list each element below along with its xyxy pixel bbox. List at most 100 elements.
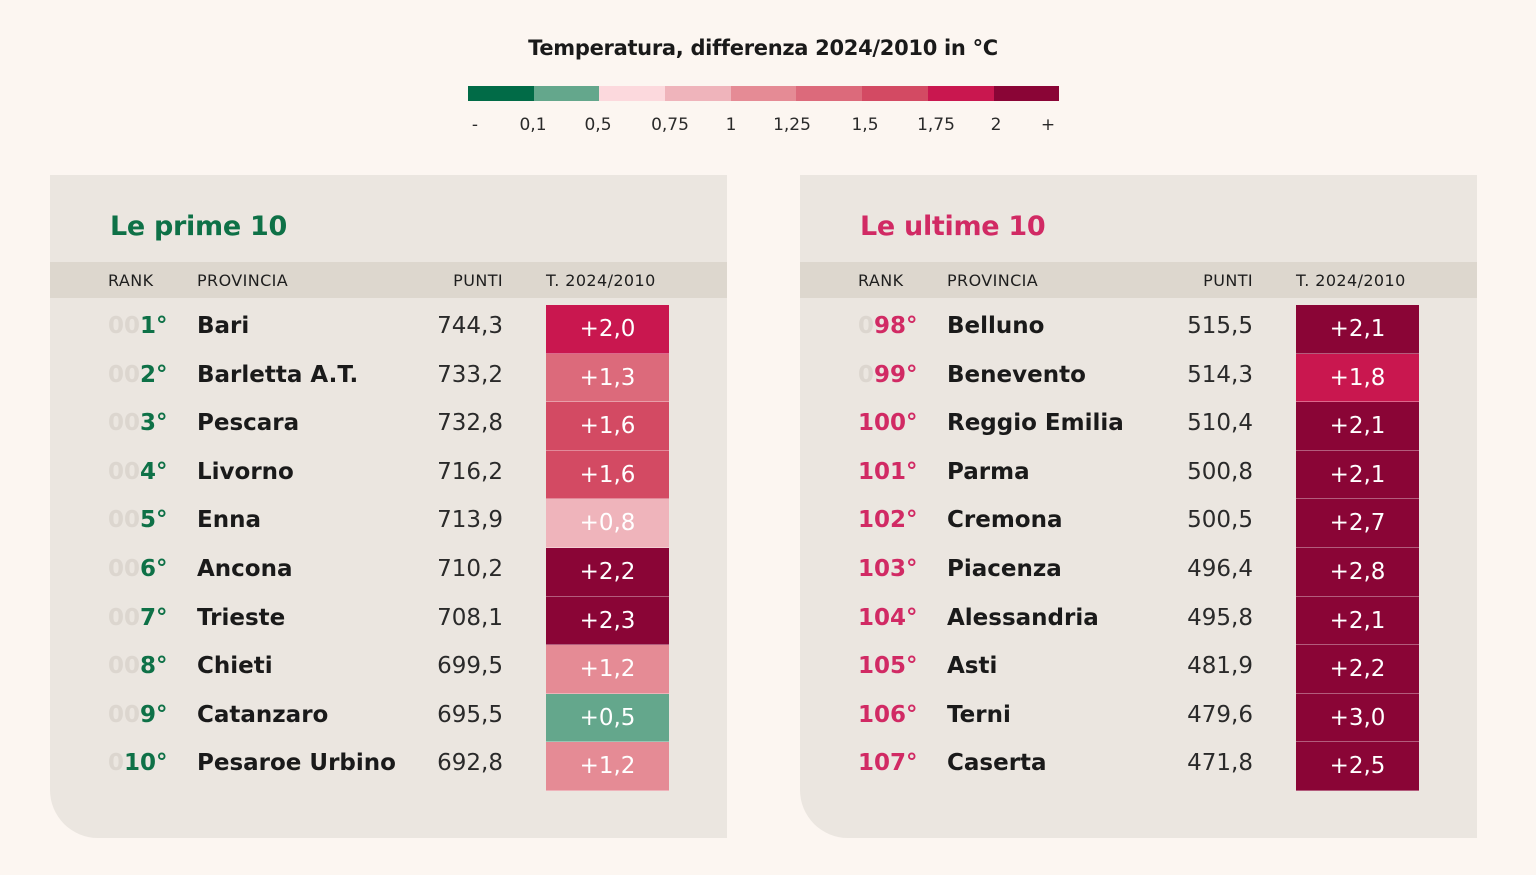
table-row: 007° Trieste 708,1 +2,3 bbox=[50, 596, 727, 646]
color-scale-tick-label: - bbox=[471, 115, 479, 135]
punti-cell: 495,8 bbox=[1187, 604, 1253, 631]
rank-value: 3° bbox=[140, 410, 168, 437]
rank-padding: 00 bbox=[108, 507, 141, 534]
provincia-cell: Caserta bbox=[947, 750, 1047, 777]
rank-cell: 100° bbox=[858, 410, 918, 436]
color-scale-swatch bbox=[468, 86, 534, 101]
punti-cell: 510,4 bbox=[1187, 410, 1253, 437]
rank-cell: 103° bbox=[858, 556, 918, 582]
rank-value: 104° bbox=[858, 604, 918, 631]
table-header bbox=[50, 262, 727, 298]
rank-cell: 004° bbox=[108, 459, 168, 485]
temperature-cell: +1,6 bbox=[546, 450, 669, 500]
table-row: 105° Asti 481,9 +2,2 bbox=[800, 645, 1477, 694]
table-row: 100° Reggio Emilia 510,4 +2,1 bbox=[800, 402, 1477, 451]
temperature-cell: +1,3 bbox=[546, 353, 669, 403]
provincia-cell: Trieste bbox=[197, 604, 286, 631]
punti-cell: 479,6 bbox=[1187, 701, 1253, 728]
panel-title: Le prime 10 bbox=[110, 211, 287, 242]
provincia-cell: Chieti bbox=[197, 653, 273, 680]
punti-cell: 699,5 bbox=[437, 653, 503, 680]
rank-cell: 005° bbox=[108, 507, 168, 533]
rank-value: 4° bbox=[140, 458, 168, 485]
provincia-cell: Alessandria bbox=[947, 604, 1099, 631]
rank-padding: 0 bbox=[858, 313, 875, 339]
table-row: 001° Bari 744,3 +2,0 bbox=[50, 305, 727, 354]
legend-title: Temperatura, differenza 2024/2010 in °C bbox=[528, 36, 998, 60]
rank-value: 9° bbox=[140, 701, 168, 728]
table-row: 004° Livorno 716,2 +1,6 bbox=[50, 450, 727, 500]
temperature-cell: +2,7 bbox=[1296, 499, 1419, 548]
rank-value: 102° bbox=[858, 507, 918, 534]
punti-cell: 515,5 bbox=[1187, 313, 1253, 339]
color-scale-tick-label: 0,1 bbox=[519, 115, 547, 135]
table-row: 101° Parma 500,8 +2,1 bbox=[800, 450, 1477, 500]
punti-cell: 732,8 bbox=[437, 410, 503, 437]
punti-cell: 708,1 bbox=[437, 604, 503, 631]
provincia-cell: Belluno bbox=[947, 313, 1045, 339]
color-scale-tick-label: 1 bbox=[725, 115, 737, 135]
temperature-cell: +3,0 bbox=[1296, 693, 1419, 743]
rank-padding: 00 bbox=[108, 604, 141, 631]
rank-value: 105° bbox=[858, 653, 918, 680]
provincia-cell: Barletta A.T. bbox=[197, 361, 359, 388]
table-panel-top: Le prime 10 RANK PROVINCIA PUNTI T. 2024… bbox=[50, 175, 727, 838]
table-row: 003° Pescara 732,8 +1,6 bbox=[50, 402, 727, 451]
punti-cell: 744,3 bbox=[437, 313, 503, 339]
color-scale-bar bbox=[468, 86, 1060, 101]
rank-padding: 00 bbox=[108, 701, 141, 728]
rank-padding: 0 bbox=[108, 750, 125, 777]
rank-value: 106° bbox=[858, 701, 918, 728]
rank-value: 6° bbox=[140, 556, 168, 582]
temperature-cell: +2,2 bbox=[546, 548, 669, 597]
provincia-cell: Catanzaro bbox=[197, 701, 329, 728]
table-row: 010° Pesaroe Urbino 692,8 +1,2 bbox=[50, 742, 727, 791]
temperature-cell: +2,2 bbox=[1296, 645, 1419, 694]
temperature-cell: +2,1 bbox=[1296, 402, 1419, 451]
table-row: 098° Belluno 515,5 +2,1 bbox=[800, 305, 1477, 354]
column-header-punti: PUNTI bbox=[1203, 271, 1253, 290]
table-panel-bottom: Le ultime 10 RANK PROVINCIA PUNTI T. 202… bbox=[800, 175, 1477, 838]
temperature-cell: +1,2 bbox=[546, 742, 669, 791]
rank-value: 101° bbox=[858, 458, 918, 485]
color-scale-swatch bbox=[993, 86, 1060, 101]
table-row: 103° Piacenza 496,4 +2,8 bbox=[800, 548, 1477, 597]
rank-value: 1° bbox=[140, 313, 168, 339]
rank-cell: 003° bbox=[108, 410, 168, 436]
temperature-cell: +2,1 bbox=[1296, 596, 1419, 646]
punti-cell: 496,4 bbox=[1187, 556, 1253, 582]
provincia-cell: Enna bbox=[197, 507, 261, 534]
panel-title: Le ultime 10 bbox=[860, 211, 1046, 242]
provincia-cell: Parma bbox=[947, 458, 1030, 485]
column-header-temp: T. 2024/2010 bbox=[546, 271, 656, 290]
rank-cell: 105° bbox=[858, 653, 918, 679]
rank-value: 2° bbox=[140, 361, 168, 388]
rank-cell: 010° bbox=[108, 750, 168, 776]
table-row: 104° Alessandria 495,8 +2,1 bbox=[800, 596, 1477, 646]
punti-cell: 716,2 bbox=[437, 458, 503, 485]
table-row: 002° Barletta A.T. 733,2 +1,3 bbox=[50, 353, 727, 403]
punti-cell: 514,3 bbox=[1187, 361, 1253, 388]
rank-value: 99° bbox=[874, 361, 918, 388]
temperature-cell: +0,5 bbox=[546, 693, 669, 743]
table-row: 009° Catanzaro 695,5 +0,5 bbox=[50, 693, 727, 743]
provincia-cell: Piacenza bbox=[947, 556, 1062, 582]
temperature-cell: +0,8 bbox=[546, 499, 669, 548]
table-row: 106° Terni 479,6 +3,0 bbox=[800, 693, 1477, 743]
color-scale-swatch bbox=[927, 86, 994, 101]
rank-value: 8° bbox=[140, 653, 168, 680]
rank-cell: 106° bbox=[858, 702, 918, 728]
rank-value: 100° bbox=[858, 410, 918, 437]
table-row: 099° Benevento 514,3 +1,8 bbox=[800, 353, 1477, 403]
rank-padding: 00 bbox=[108, 410, 141, 437]
punti-cell: 481,9 bbox=[1187, 653, 1253, 680]
punti-cell: 692,8 bbox=[437, 750, 503, 777]
temperature-cell: +2,3 bbox=[546, 596, 669, 646]
column-header-provincia: PROVINCIA bbox=[197, 271, 289, 290]
rank-cell: 102° bbox=[858, 507, 918, 533]
rank-cell: 098° bbox=[858, 313, 918, 339]
table-row: 006° Ancona 710,2 +2,2 bbox=[50, 548, 727, 597]
rank-padding: 00 bbox=[108, 458, 141, 485]
rank-cell: 009° bbox=[108, 702, 168, 728]
column-header-temp: T. 2024/2010 bbox=[1296, 271, 1406, 290]
